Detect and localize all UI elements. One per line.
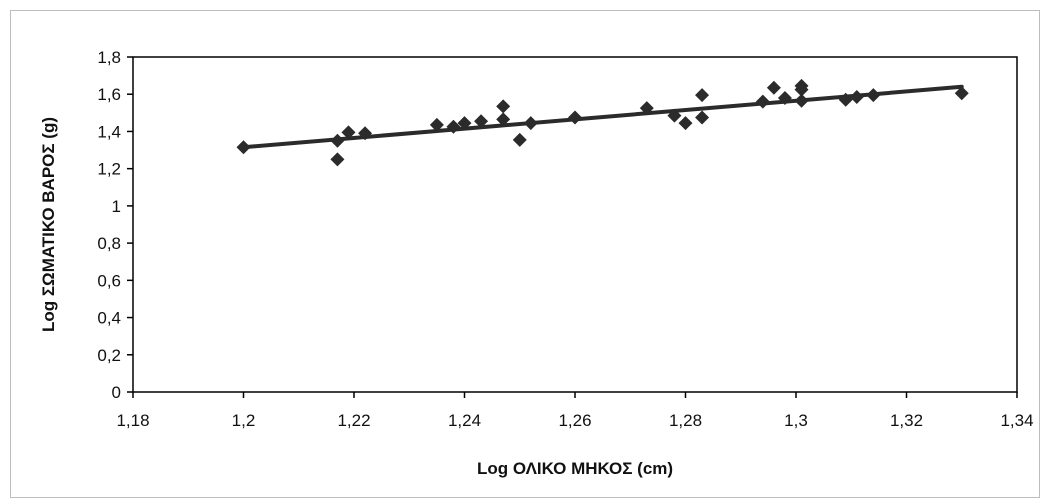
data-point [446, 119, 461, 134]
data-point [766, 80, 781, 95]
y-tick-label: 1 [112, 197, 121, 216]
x-tick-label: 1,34 [1000, 411, 1033, 430]
data-point [639, 101, 654, 116]
data-point [330, 133, 345, 148]
x-tick-label: 1,28 [669, 411, 702, 430]
data-point [512, 132, 527, 147]
y-tick-label: 1,4 [97, 122, 121, 141]
data-point [849, 90, 864, 105]
y-tick-label: 0,4 [97, 309, 121, 328]
data-point [474, 114, 489, 129]
y-tick-label: 1,6 [97, 85, 121, 104]
data-point [496, 99, 511, 114]
data-point [568, 110, 582, 125]
data-point [777, 90, 792, 105]
data-points [236, 78, 969, 167]
x-tick-label: 1,26 [558, 411, 591, 430]
data-point [954, 86, 969, 101]
x-tick-label: 1,24 [448, 411, 481, 430]
data-point [695, 88, 710, 103]
x-tick-label: 1,3 [784, 411, 808, 430]
data-point [866, 88, 881, 103]
y-tick-label: 0,2 [97, 346, 121, 365]
data-point [330, 152, 345, 167]
data-point [457, 116, 472, 131]
y-tick-label: 0,8 [97, 234, 121, 253]
data-point [496, 112, 511, 127]
x-tick-label: 1,2 [232, 411, 256, 430]
data-point [429, 117, 444, 132]
data-point [236, 140, 251, 155]
x-axis: 1,18 1,2 1,22 1,24 1,26 1,28 1,3 1,32 1,34 [116, 392, 1034, 430]
data-point [695, 110, 710, 125]
data-point [341, 125, 356, 140]
plot-border [132, 56, 1018, 393]
data-point [838, 92, 853, 107]
y-tick-label: 0 [112, 383, 121, 402]
data-point [678, 116, 693, 131]
x-tick-label: 1,32 [890, 411, 923, 430]
x-tick-label: 1,18 [116, 411, 149, 430]
data-point [755, 94, 770, 109]
x-tick-label: 1,22 [337, 411, 370, 430]
data-point [794, 82, 809, 97]
y-tick-label: 1,2 [97, 160, 121, 179]
data-point [523, 116, 538, 131]
data-point [358, 126, 373, 141]
data-point [794, 93, 809, 108]
data-point [667, 108, 682, 123]
y-axis: 0 0,2 0,4 0,6 0,8 1 1,2 1,4 1,6 1,8 [97, 48, 133, 402]
x-axis-title: Log ΟΛΙΚΟ ΜΗΚΟΣ (cm) [477, 459, 673, 478]
y-tick-label: 1,8 [97, 48, 121, 67]
y-tick-label: 0,6 [97, 271, 121, 290]
y-axis-title: Log ΣΩΜΑΤΙΚΟ ΒΑΡΟΣ (g) [39, 117, 58, 332]
plot-area [132, 56, 1018, 393]
